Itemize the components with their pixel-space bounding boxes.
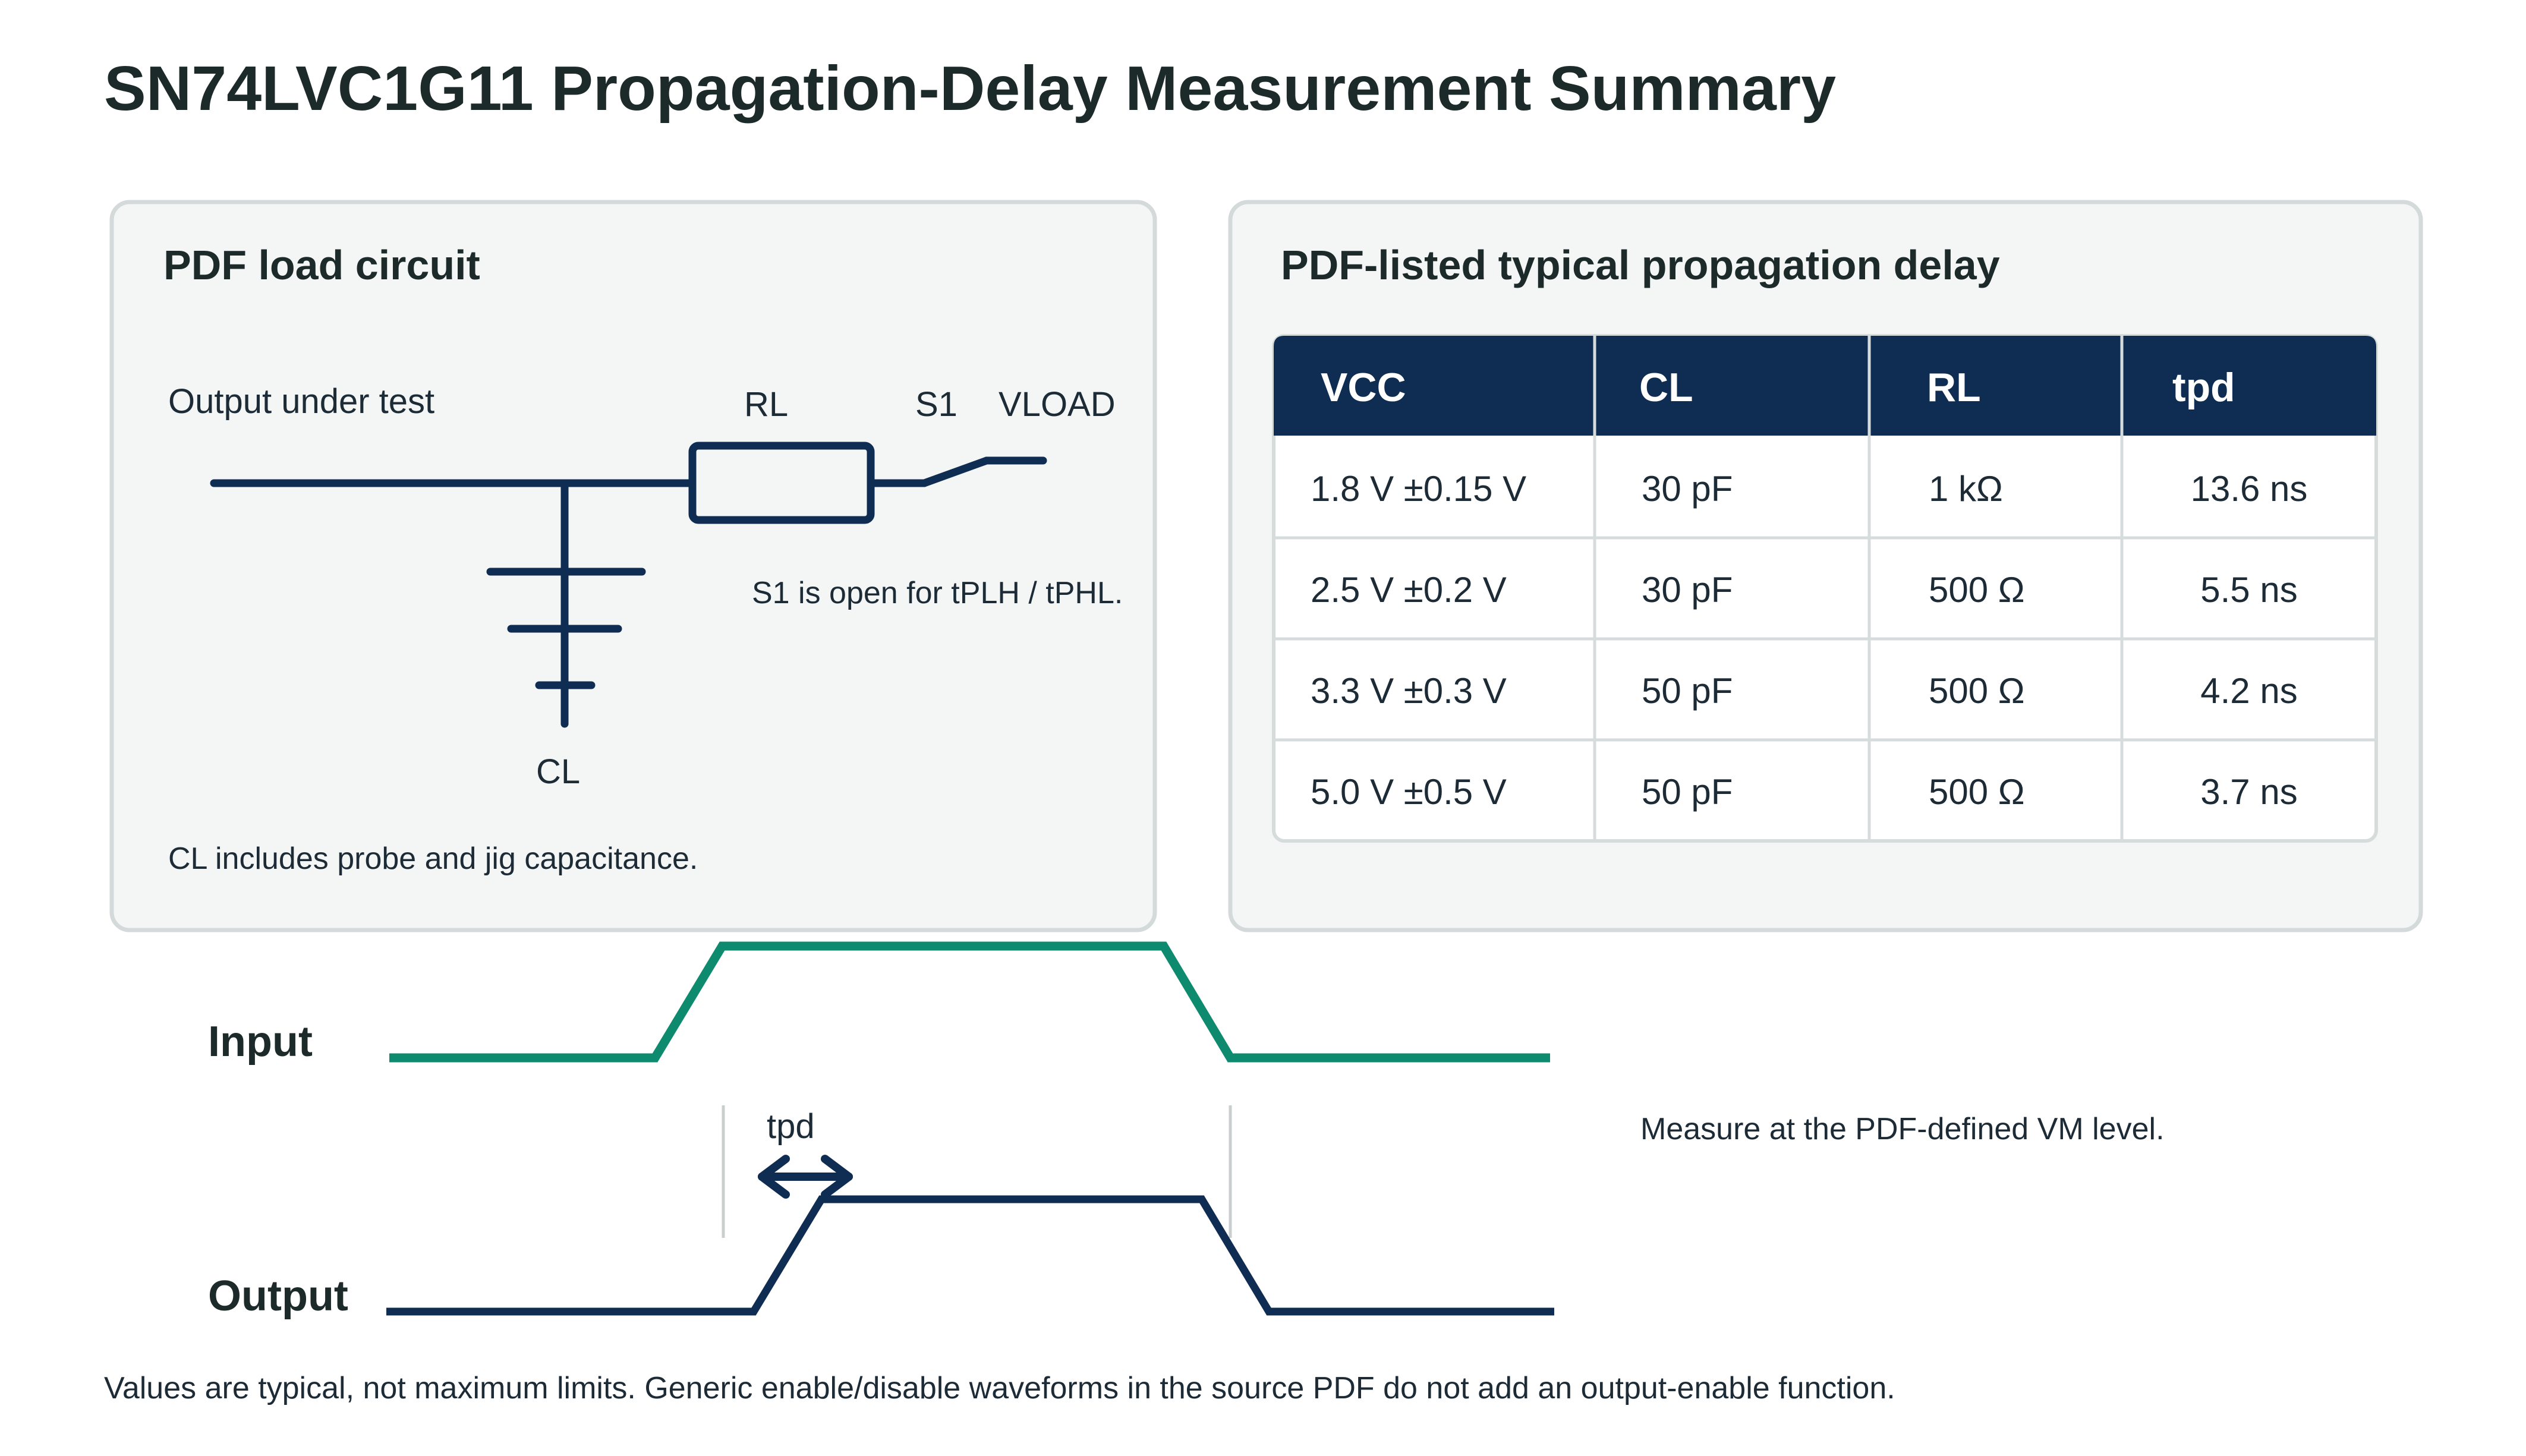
cell-vcc: 2.5 V ±0.2 V [1311, 570, 1507, 610]
footnote: Values are typical, not maximum limits. … [104, 1371, 1895, 1405]
table-grid-lines [1274, 336, 2376, 841]
delay-table-heading: PDF-listed typical propagation delay [1281, 242, 2000, 288]
load-circuit-panel: PDF load circuit Output under test RL S1… [109, 200, 1157, 932]
table-row: 1.8 V ±0.15 V 30 pF 1 kΩ 13.6 ns [1311, 469, 2307, 509]
timing-waveforms: Input tpd Measure at the PDF-defined VM … [208, 941, 2165, 1320]
cell-cl: 30 pF [1642, 469, 1733, 509]
page-title: SN74LVC1G11 Propagation-Delay Measuremen… [104, 53, 1836, 124]
cell-vcc: 1.8 V ±0.15 V [1311, 469, 1526, 509]
column-header-rl: RL [1927, 365, 1981, 410]
cell-tpd: 5.5 ns [2200, 570, 2297, 610]
input-waveform [389, 941, 1550, 1063]
cell-rl: 500 Ω [1929, 570, 2025, 610]
column-header-tpd: tpd [2172, 365, 2235, 410]
rl-label: RL [744, 385, 788, 424]
load-circuit-panel-frame [109, 200, 1157, 932]
load-circuit-schematic [210, 442, 1047, 728]
cell-tpd: 3.7 ns [2200, 772, 2297, 812]
measurement-note: Measure at the PDF-defined VM level. [1640, 1112, 2165, 1146]
cell-tpd: 4.2 ns [2200, 671, 2297, 711]
output-under-test-label: Output under test [168, 382, 434, 421]
tpd-label: tpd [767, 1107, 815, 1146]
table-header-row: VCC CL RL tpd [1321, 365, 2235, 410]
cell-cl: 50 pF [1642, 772, 1733, 812]
cl-label: CL [536, 752, 580, 791]
cell-tpd: 13.6 ns [2191, 469, 2308, 509]
cell-vcc: 5.0 V ±0.5 V [1311, 772, 1507, 812]
cell-rl: 500 Ω [1929, 772, 2025, 812]
tpd-double-arrow-icon [758, 1155, 853, 1199]
cell-cl: 50 pF [1642, 671, 1733, 711]
s1-note: S1 is open for tPLH / tPHL. [752, 576, 1123, 610]
delay-table: VCC CL RL tpd 1.8 V ±0.15 V 30 pF 1 kΩ 1… [1272, 334, 2378, 843]
table-row: 3.3 V ±0.3 V 50 pF 500 Ω 4.2 ns [1311, 671, 2298, 711]
cell-vcc: 3.3 V ±0.3 V [1311, 671, 1507, 711]
cell-cl: 30 pF [1642, 570, 1733, 610]
cl-note: CL includes probe and jig capacitance. [168, 842, 698, 876]
table-row: 5.0 V ±0.5 V 50 pF 500 Ω 3.7 ns [1311, 772, 2298, 812]
load-circuit-heading: PDF load circuit [163, 242, 480, 288]
cell-rl: 1 kΩ [1929, 469, 2003, 509]
output-waveform [386, 1195, 1554, 1316]
cell-rl: 500 Ω [1929, 671, 2025, 711]
s1-label: S1 [915, 385, 958, 424]
input-waveform-label: Input [208, 1018, 313, 1066]
table-row: 2.5 V ±0.2 V 30 pF 500 Ω 5.5 ns [1311, 570, 2298, 610]
table-header-row-background [1274, 336, 2376, 436]
vload-label: VLOAD [999, 385, 1116, 424]
column-header-vcc: VCC [1321, 365, 1406, 410]
output-waveform-label: Output [208, 1272, 348, 1320]
s1-switch-blade [920, 456, 991, 487]
delay-table-panel: PDF-listed typical propagation delay VCC… [1228, 200, 2423, 932]
column-header-cl: CL [1639, 365, 1693, 410]
